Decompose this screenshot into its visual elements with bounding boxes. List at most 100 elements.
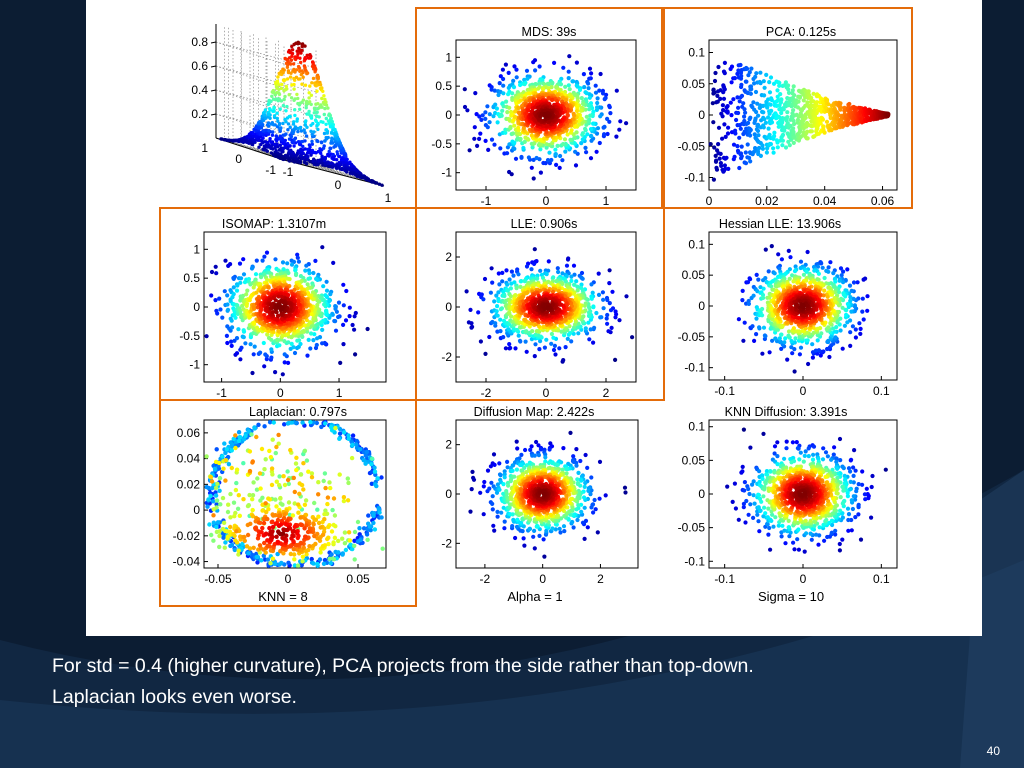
scatter-point	[569, 128, 574, 133]
scatter-point	[534, 155, 539, 161]
surface-point	[300, 48, 304, 52]
surface-point	[312, 111, 316, 115]
scatter-point	[760, 351, 765, 356]
scatter-point	[264, 250, 270, 255]
scatter-point	[231, 276, 236, 281]
x-tick-label-mds: -1	[481, 194, 492, 208]
scatter-point	[234, 336, 240, 341]
scatter-point	[508, 345, 513, 351]
scatter-point	[537, 347, 542, 352]
scatter-point	[598, 315, 603, 320]
scatter-point	[209, 293, 214, 298]
scatter-point	[341, 322, 346, 327]
surface-point	[271, 123, 276, 127]
surface-point	[313, 83, 317, 87]
scatter-point	[583, 326, 588, 331]
surface-point	[302, 128, 306, 132]
surface-point	[303, 131, 307, 135]
scatter-point	[511, 85, 517, 90]
surface-point	[267, 124, 271, 128]
scatter-point	[617, 318, 622, 323]
surface-point	[291, 130, 295, 135]
scatter-point	[853, 327, 858, 332]
scatter-point	[262, 312, 267, 318]
surface-point	[308, 53, 312, 57]
scatter-point	[493, 102, 498, 107]
scatter-point	[234, 351, 240, 356]
scatter-point	[601, 125, 606, 130]
surface-point	[279, 86, 284, 91]
surface-point	[287, 137, 292, 141]
scatter-point	[808, 280, 813, 285]
scatter-point	[560, 158, 565, 163]
scatter-point	[244, 292, 249, 297]
scatter-point	[305, 353, 310, 358]
scatter-point	[564, 263, 570, 268]
surface-point	[296, 64, 301, 69]
scatter-point	[352, 327, 357, 332]
surface-point	[308, 100, 312, 104]
surface-point	[330, 165, 335, 169]
scatter-point	[217, 296, 222, 301]
scatter-point	[827, 354, 832, 360]
surface-point	[333, 127, 337, 132]
scatter-point	[566, 76, 571, 81]
surface-point	[259, 126, 264, 130]
surface-point	[301, 144, 305, 149]
scatter-point	[581, 101, 586, 106]
scatter-point	[324, 279, 329, 284]
scatter-point	[485, 125, 490, 130]
scatter-point	[524, 349, 529, 354]
scatter-point	[269, 347, 274, 352]
scatter-point	[788, 255, 793, 260]
surface-point	[295, 119, 299, 123]
surface-point	[365, 178, 369, 182]
scatter-point	[507, 105, 512, 110]
scatter-point	[306, 276, 311, 281]
scatter-point	[280, 260, 286, 265]
scatter-point	[826, 285, 831, 290]
scatter-point	[557, 346, 562, 351]
surface-point	[290, 44, 294, 49]
scatter-point	[532, 261, 537, 266]
scatter-point	[845, 320, 850, 325]
surface-point	[306, 56, 311, 60]
surface-point	[348, 171, 352, 175]
scatter-point	[600, 91, 606, 96]
scatter-point	[251, 352, 256, 357]
scatter-point	[810, 342, 815, 347]
surface-point	[306, 147, 310, 152]
scatter-point	[801, 272, 807, 277]
scatter-point	[490, 280, 495, 285]
scatter-point	[547, 150, 552, 155]
scatter-point	[465, 108, 470, 113]
scatter-point	[805, 338, 810, 343]
scatter-point	[468, 307, 473, 312]
surface-point	[297, 49, 301, 53]
scatter-point	[586, 86, 591, 91]
y-tick-label-lle: 2	[445, 250, 452, 264]
scatter-point	[298, 341, 303, 347]
scatter-point	[614, 88, 619, 93]
surface-point	[267, 107, 272, 111]
scatter-point	[538, 170, 543, 175]
subplot-surface: 0.80.60.40.210-1 -101	[191, 24, 392, 205]
x-tick-label-surface: -1	[283, 165, 294, 179]
surface-point	[318, 104, 322, 109]
surface-point	[303, 139, 307, 143]
x-tick-label-lle: 0	[543, 386, 550, 400]
scatter-point	[501, 335, 506, 340]
scatter-point	[583, 145, 588, 150]
scatter-point	[609, 325, 614, 330]
scatter-point	[225, 293, 230, 298]
scatter-point	[286, 340, 291, 345]
scatter-point	[273, 370, 278, 375]
surface-point	[301, 75, 305, 80]
scatter-point	[516, 333, 521, 338]
scatter-point	[584, 150, 589, 155]
scatter-point	[535, 276, 540, 281]
scatter-point	[320, 327, 325, 332]
scatter-point	[529, 267, 534, 272]
scatter-point	[247, 298, 252, 303]
surface-point	[276, 75, 280, 79]
